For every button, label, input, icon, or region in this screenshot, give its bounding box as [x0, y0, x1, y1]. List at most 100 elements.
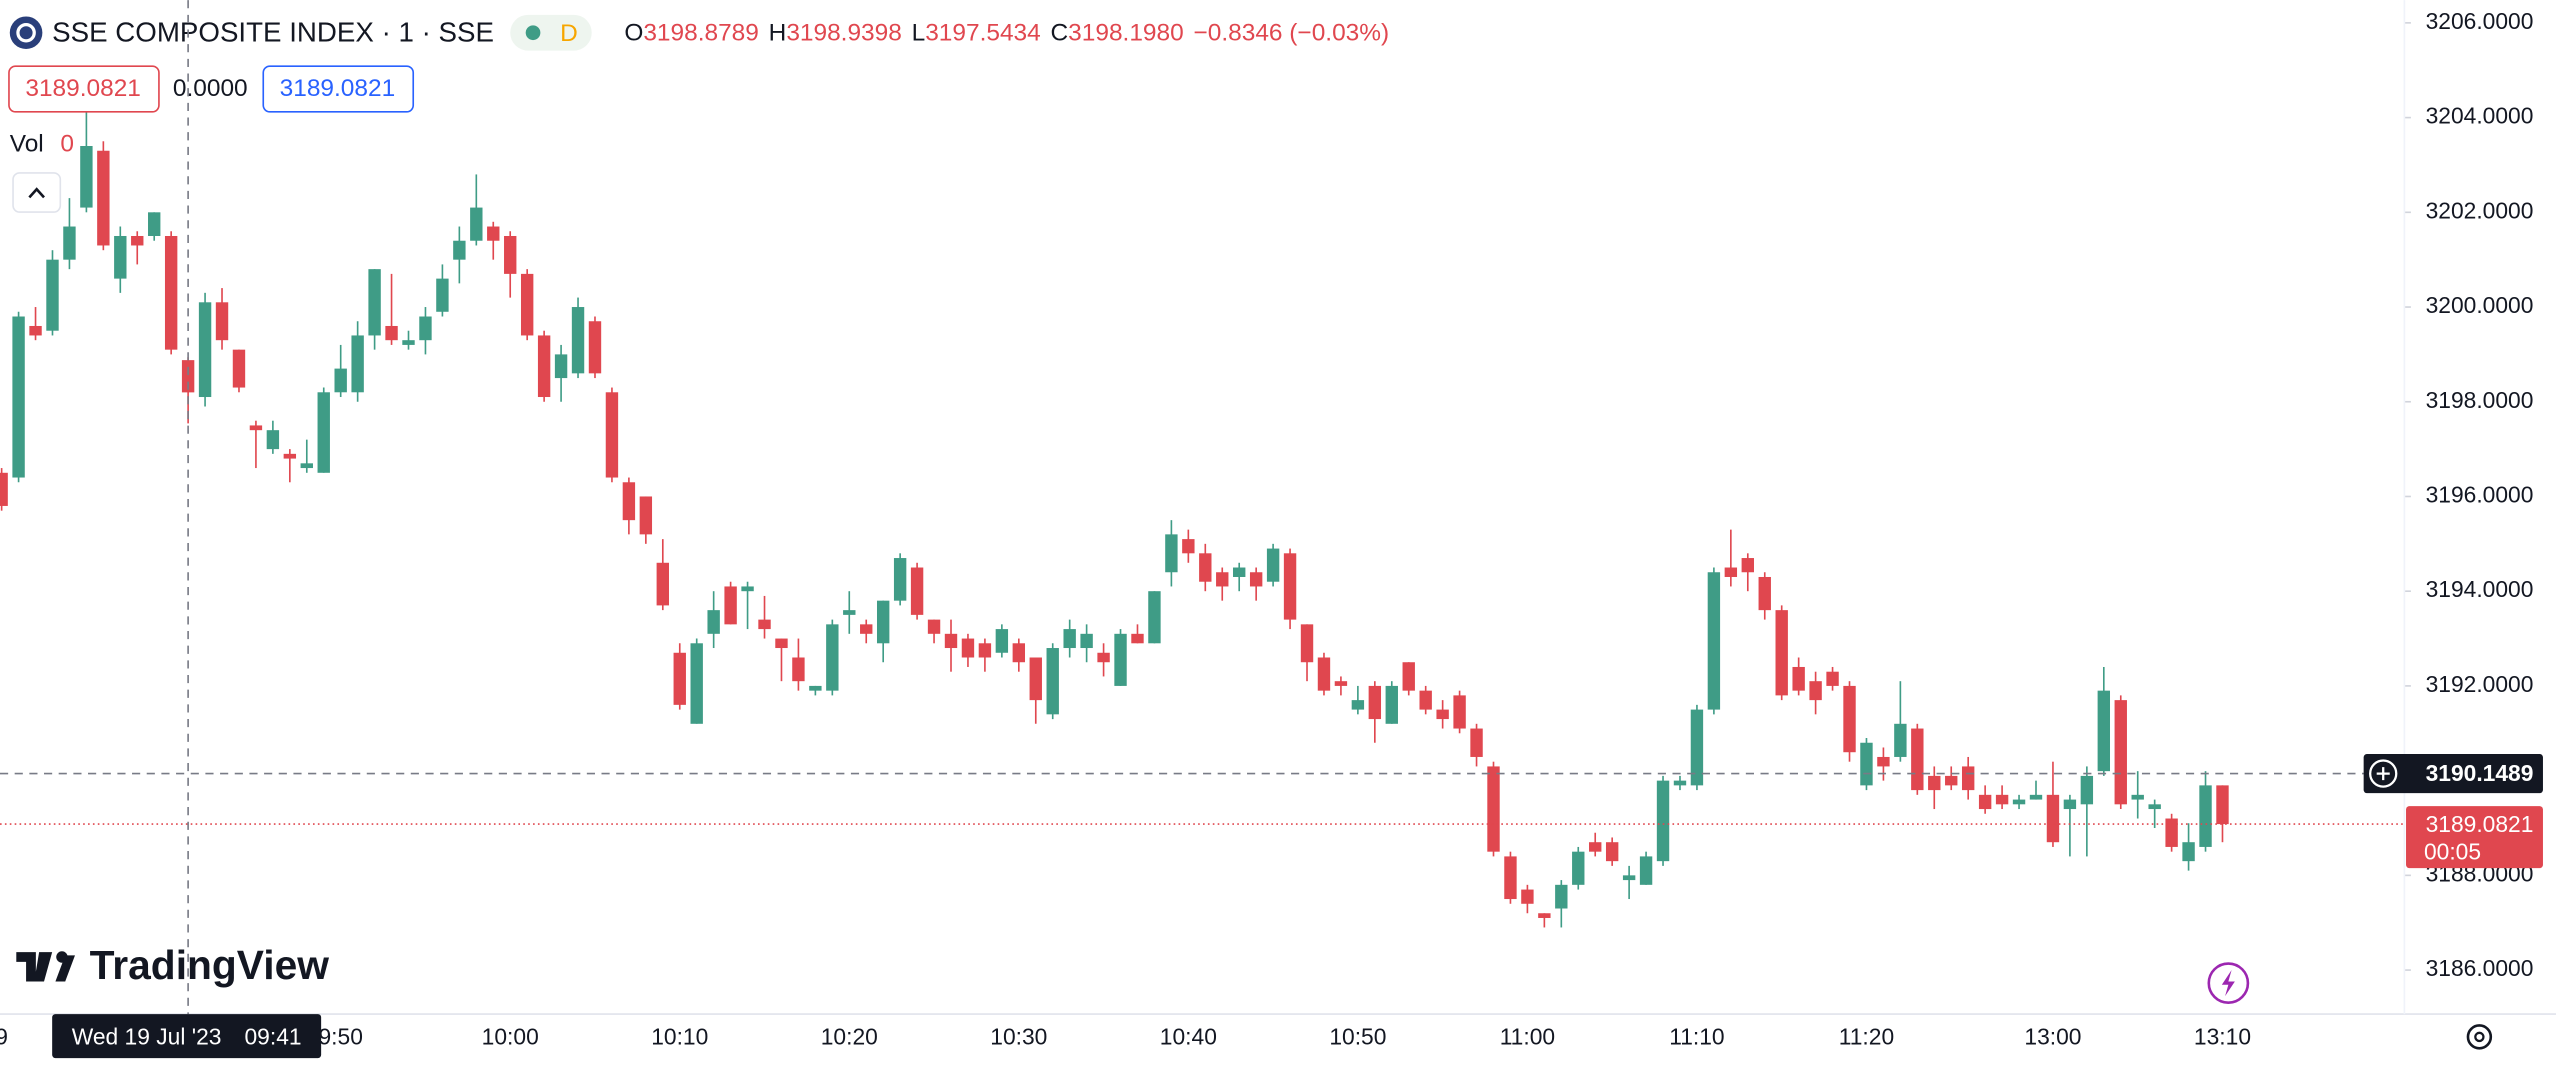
- y-tick-label: 3204.0000: [2426, 103, 2534, 129]
- y-tick-label: 3200.0000: [2426, 292, 2534, 318]
- candle-body: [2216, 785, 2229, 825]
- brand-mark: [16, 952, 53, 982]
- x-tick-label: 11:10: [1669, 1024, 1724, 1050]
- open-value: 3198.8789: [643, 20, 759, 47]
- candle-body: [1961, 766, 1975, 791]
- candle-body: [1656, 780, 1670, 862]
- collapse-button[interactable]: [12, 172, 62, 213]
- y-tick-label: 3206.0000: [2426, 8, 2534, 34]
- candle-body: [520, 273, 534, 336]
- add-alert-button[interactable]: [2369, 759, 2398, 788]
- y-tick-label: 3192.0000: [2426, 671, 2534, 697]
- candle-body: [402, 340, 415, 345]
- x-tick-label: 10:00: [482, 1024, 539, 1050]
- status-pill[interactable]: [510, 14, 592, 51]
- candle-body: [368, 269, 381, 336]
- candle-body: [1809, 681, 1822, 701]
- candle-body: [1216, 572, 1229, 587]
- x-tick-label: 9:50: [318, 1024, 362, 1050]
- candle-body: [2114, 700, 2127, 805]
- candle-body: [1775, 610, 1788, 696]
- candle-body: [724, 586, 737, 625]
- buy-button[interactable]: [262, 65, 415, 113]
- candle-body: [131, 235, 144, 246]
- candle-body: [1453, 695, 1466, 729]
- last-price-label: 3189.0821: [2426, 811, 2534, 837]
- candle-body: [1538, 913, 1551, 918]
- replay-button[interactable]: [2207, 962, 2250, 1004]
- candle-body: [1249, 572, 1263, 587]
- crosshair-date: Wed 19 Jul '23: [72, 1024, 222, 1050]
- candle-body: [1555, 884, 1568, 909]
- candle-body: [1097, 652, 1110, 663]
- candle-body: [2012, 799, 2026, 805]
- candle-body: [1233, 567, 1246, 577]
- candle-body: [29, 325, 42, 336]
- candle-body: [436, 278, 449, 312]
- candle-body: [1639, 856, 1653, 885]
- candle-body: [876, 600, 890, 644]
- chart-title: SSE COMPOSITE INDEX · 1 · SSE: [52, 17, 494, 48]
- low-label: L: [912, 20, 926, 47]
- candle-body: [1351, 700, 1365, 710]
- candle-body: [164, 235, 178, 350]
- candle-body: [2165, 818, 2178, 847]
- x-tick-label: 10:10: [651, 1024, 708, 1050]
- candle-body: [775, 638, 788, 649]
- candle-body: [741, 586, 754, 592]
- candle-body: [351, 335, 364, 393]
- candle-body: [12, 316, 25, 478]
- x-tick-label: 10:40: [1160, 1024, 1217, 1050]
- brand-text: TradingView: [90, 942, 330, 988]
- candle-body: [1436, 709, 1449, 720]
- candle-body: [385, 325, 398, 341]
- candle-body: [1080, 633, 1093, 649]
- volume-label: Vol: [10, 131, 44, 158]
- candle-body: [266, 430, 280, 450]
- crosshair-time-box: [52, 1014, 322, 1059]
- candle-body: [809, 685, 822, 691]
- candle-body: [1063, 629, 1076, 649]
- candle-body: [2148, 804, 2161, 810]
- candle-body: [1860, 742, 1873, 786]
- spread: 0.0000: [173, 75, 248, 102]
- crosshair-price-box: [2363, 754, 2543, 794]
- candle-body: [1928, 775, 1941, 791]
- candle-body: [97, 150, 110, 246]
- candle-body: [707, 610, 720, 634]
- candle-body: [80, 146, 93, 208]
- replay-icon: [2221, 970, 2235, 997]
- candle-body: [1673, 780, 1687, 786]
- candle-body: [1385, 685, 1398, 724]
- candle-body: [334, 368, 347, 393]
- sell-button[interactable]: [8, 65, 160, 113]
- candle-body: [470, 207, 483, 241]
- candle-body: [1317, 657, 1331, 691]
- x-tick-label: 10:20: [821, 1024, 878, 1050]
- open-label: O: [624, 20, 643, 47]
- low-value: 3197.5434: [925, 20, 1041, 47]
- candle-body: [63, 226, 76, 260]
- candle-body: [1300, 624, 1314, 663]
- y-tick-label: 3202.0000: [2426, 197, 2534, 223]
- y-tick-label: 3194.0000: [2426, 576, 2534, 602]
- candle-body: [1707, 572, 1721, 710]
- candle-body: [2046, 794, 2060, 843]
- close-value: 3198.1980: [1068, 20, 1184, 47]
- candle-body: [1046, 648, 1059, 715]
- candle-body: [758, 619, 771, 630]
- candle-body: [995, 629, 1009, 653]
- candle-body: [1402, 662, 1415, 691]
- candle-body: [690, 643, 703, 724]
- candle-body: [181, 360, 195, 393]
- x-tick-label: 13:10: [2194, 1024, 2251, 1050]
- collapse-icon: [28, 187, 45, 199]
- symbol-logo-mark: [16, 22, 36, 43]
- settings-button[interactable]: [2466, 1024, 2493, 1050]
- plot-area: 3186.00003188.00003190.00003192.00003194…: [0, 8, 2533, 981]
- high-label: H: [769, 20, 787, 47]
- candle-body: [1758, 576, 1771, 611]
- candle-body: [537, 335, 551, 398]
